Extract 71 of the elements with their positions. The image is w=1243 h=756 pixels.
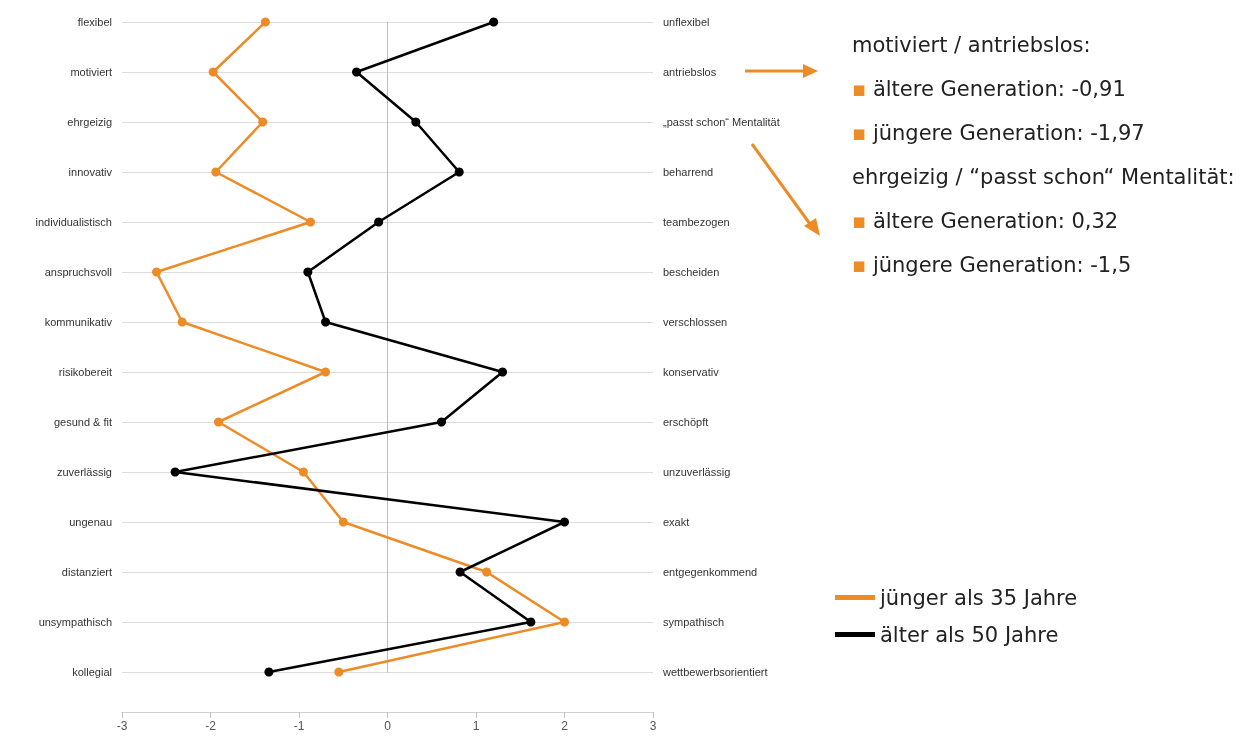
y2-tick-label: unflexibel xyxy=(663,16,710,28)
text: ▪ ältere Generation: 0,32 xyxy=(852,208,1120,235)
point xyxy=(454,167,464,177)
y2-tick-label: teambezogen xyxy=(663,216,730,228)
y2-tick-label: antriebslos xyxy=(663,66,717,78)
y2-tick-label: unzuverlässig xyxy=(663,466,731,478)
y-tick-label: unsympathisch xyxy=(38,616,112,628)
text: ▪ jüngere Generation: -1,5 xyxy=(852,252,1133,279)
point xyxy=(334,667,344,677)
y2-tick-label: erschöpft xyxy=(663,416,709,428)
point xyxy=(264,667,274,677)
point xyxy=(211,167,221,177)
point xyxy=(498,367,508,377)
point xyxy=(374,217,384,227)
point xyxy=(338,517,348,527)
point xyxy=(306,217,316,227)
x-tick-label: 2 xyxy=(561,719,569,733)
y-tick-label: gesund & fit xyxy=(53,416,112,428)
point xyxy=(489,17,499,27)
point xyxy=(352,67,362,77)
point xyxy=(321,367,331,377)
text: motiviert / antriebslos: xyxy=(852,32,1092,59)
text: ▪ ältere Generation: -0,91 xyxy=(852,76,1127,103)
x-tick-label: -3 xyxy=(116,719,128,733)
y2-tick-label: wettbewerbsorientiert xyxy=(662,666,768,678)
x-tick-label: -2 xyxy=(205,719,217,733)
y2-tick-label: sympathisch xyxy=(663,616,725,628)
y2-tick-label: „passt schon“ Mentalität xyxy=(663,116,780,128)
y-tick-label: kommunikativ xyxy=(44,316,113,328)
y-tick-label: ehrgeizig xyxy=(67,116,112,128)
y2-tick-label: beharrend xyxy=(663,166,714,178)
point xyxy=(177,317,187,327)
point xyxy=(411,117,421,127)
y2-tick-label: verschlossen xyxy=(663,316,728,328)
point xyxy=(455,567,465,577)
y2-tick-label: entgegenkommend xyxy=(663,566,758,578)
y-tick-label: kollegial xyxy=(72,666,112,678)
x-tick-label: 0 xyxy=(384,719,392,733)
legend-label: jünger als 35 Jahre xyxy=(879,585,1078,610)
point xyxy=(260,17,270,27)
point xyxy=(208,67,218,77)
x-tick-label: -1 xyxy=(293,719,305,733)
y-tick-label: innovativ xyxy=(68,166,113,178)
text: ehrgeizig / “passt schon“ Mentalität: xyxy=(852,164,1236,191)
y-tick-label: individualistisch xyxy=(35,216,112,228)
y-tick-label: ungenau xyxy=(69,516,112,528)
point xyxy=(560,517,569,527)
y2-tick-label: konservativ xyxy=(663,366,720,378)
point xyxy=(436,417,446,427)
y-tick-label: zuverlässig xyxy=(56,466,112,478)
y-tick-label: distanziert xyxy=(61,566,112,578)
y2-tick-label: exakt xyxy=(663,516,690,528)
point xyxy=(170,467,180,477)
point xyxy=(560,617,569,627)
point xyxy=(482,567,492,577)
point xyxy=(152,267,162,277)
y-tick-label: flexibel xyxy=(77,16,112,28)
point xyxy=(526,617,536,627)
y-tick-label: risikobereit xyxy=(58,366,112,378)
point xyxy=(303,267,313,277)
y2-tick-label: bescheiden xyxy=(663,266,720,278)
point xyxy=(298,467,308,477)
legend-label: älter als 50 Jahre xyxy=(880,622,1059,647)
x-tick-label: 1 xyxy=(472,719,480,733)
y-tick-label: anspruchsvoll xyxy=(44,266,112,278)
y-tick-label: motiviert xyxy=(70,66,112,78)
x-tick-label: 3 xyxy=(649,719,657,733)
text: ▪ jüngere Generation: -1,97 xyxy=(852,120,1146,147)
point xyxy=(213,417,223,427)
point xyxy=(258,117,268,127)
point xyxy=(321,317,331,327)
